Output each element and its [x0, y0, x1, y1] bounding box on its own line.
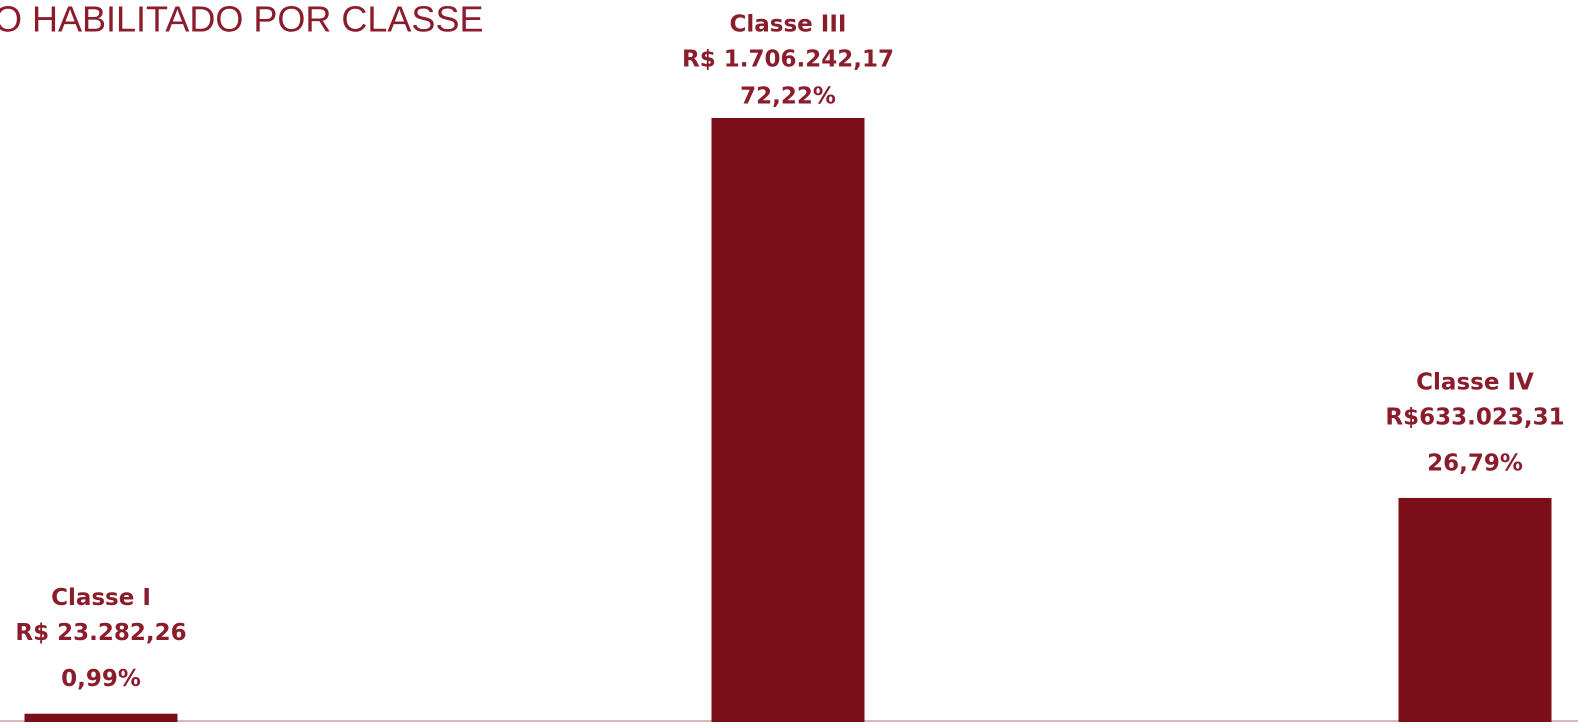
chart-title: O HABILITADO POR CLASSE	[0, 0, 483, 40]
bar	[1398, 497, 1552, 722]
value-label: 26,79%	[1427, 450, 1523, 476]
bar	[711, 118, 865, 722]
amount-label: R$633.023,31	[1385, 404, 1564, 430]
value-label: 72,22%	[740, 84, 836, 110]
category-label: Classe III	[730, 12, 847, 38]
bar	[24, 713, 178, 722]
category-label: Classe IV	[1416, 369, 1534, 395]
category-label: Classe I	[51, 585, 151, 611]
amount-label: R$ 23.282,26	[15, 620, 186, 646]
amount-label: R$ 1.706.242,17	[682, 47, 894, 73]
value-label: 0,99%	[61, 666, 141, 692]
